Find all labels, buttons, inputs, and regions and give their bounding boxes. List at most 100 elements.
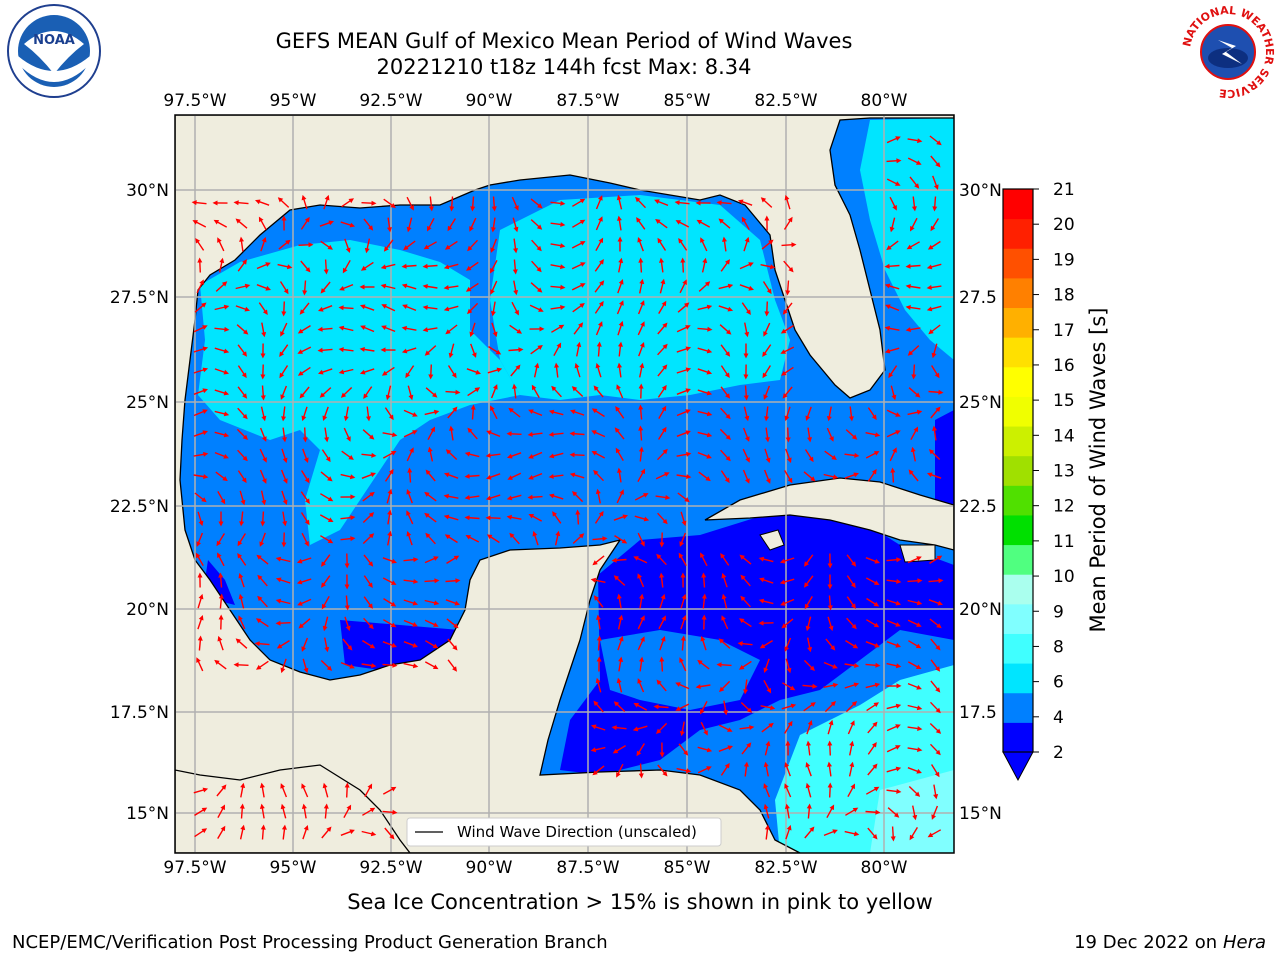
wind-wave-arrowhead (201, 497, 207, 503)
wind-wave-arrowhead (935, 666, 941, 672)
colorbar-tick-label: 8 (1053, 637, 1064, 657)
wind-wave-arrowhead (896, 158, 902, 164)
wind-wave-arrowhead (927, 832, 934, 838)
wind-wave-arrowhead (325, 456, 331, 463)
wind-wave-arrowhead (931, 352, 937, 359)
wind-wave-arrowhead (387, 227, 392, 233)
wind-wave-arrowhead (827, 584, 833, 590)
wind-wave-arrowhead (745, 436, 750, 442)
lat-label-right: 20°N (959, 600, 1002, 620)
wind-wave-arrowhead (763, 331, 768, 337)
wind-wave-arrowhead (217, 635, 223, 642)
wind-wave-arrowhead (602, 536, 608, 542)
wind-wave-arrowhead (212, 200, 218, 206)
wind-wave-arrowhead (276, 643, 283, 649)
wind-wave-arrowhead (635, 196, 641, 203)
wind-wave-arrowhead (467, 245, 473, 252)
wind-wave-arrowhead (738, 664, 745, 670)
wind-wave-arrowhead (895, 663, 902, 669)
wind-wave-arrowhead (748, 285, 754, 291)
wind-wave-arrowhead (368, 225, 374, 231)
wind-wave-arrowhead (474, 387, 481, 393)
colorbar-cell (1003, 366, 1033, 397)
wind-wave-arrowhead (260, 521, 266, 527)
wind-wave-arrowhead (622, 514, 628, 520)
wind-wave-arrowhead (873, 580, 880, 585)
colorbar-cell (1003, 426, 1033, 457)
wind-wave-arrowhead (380, 347, 386, 353)
wind-wave-arrowhead (275, 620, 281, 626)
wind-wave-arrowhead (639, 362, 645, 369)
wind-wave-arrowhead (299, 309, 305, 315)
wind-wave-arrowhead (685, 388, 691, 394)
wind-wave-arrowhead (831, 455, 837, 460)
wind-wave-arrowhead (452, 666, 457, 672)
wind-wave-arrowhead (914, 791, 921, 797)
wind-wave-arrowhead (235, 218, 241, 224)
wind-wave-arrowhead (350, 536, 356, 542)
wind-wave-arrowhead (725, 434, 731, 440)
wind-wave-arrowhead (301, 415, 307, 422)
wind-wave-arrowhead (912, 814, 918, 821)
wind-wave-arrowhead (895, 724, 901, 729)
wind-wave-arrowhead (763, 761, 769, 768)
wind-wave-arrowhead (638, 446, 644, 452)
wind-wave-arrowhead (927, 472, 933, 478)
wind-wave-arrowhead (827, 605, 833, 611)
lat-label-right: 17.5 (959, 703, 997, 723)
wind-wave-arrowhead (746, 309, 751, 315)
wind-wave-arrowhead (917, 726, 923, 731)
wind-wave-arrowhead (346, 804, 352, 811)
wind-wave-arrowhead (444, 534, 451, 540)
wind-wave-arrowhead (873, 451, 880, 456)
wind-wave-arrowhead (743, 374, 749, 380)
wind-wave-arrowhead (874, 642, 880, 648)
wind-wave-arrowhead (653, 704, 659, 710)
wind-wave-arrowhead (470, 404, 476, 410)
wind-wave-arrowhead (700, 237, 705, 243)
wind-wave-arrowhead (256, 554, 262, 560)
wind-wave-arrowhead (854, 663, 860, 668)
wind-wave-arrowhead (892, 205, 897, 211)
wind-wave-arrowhead (738, 199, 744, 205)
wind-wave-arrowhead (894, 812, 900, 818)
wind-wave-arrowhead (661, 615, 666, 621)
wind-wave-arrowhead (936, 623, 942, 629)
wind-wave-arrowhead (344, 563, 350, 569)
wind-wave-arrowhead (662, 771, 668, 777)
wind-wave-arrowhead (599, 259, 604, 265)
wind-wave-arrowhead (810, 702, 816, 707)
wind-wave-arrowhead (707, 326, 713, 332)
wind-wave-arrowhead (506, 495, 513, 501)
wind-wave-arrowhead (617, 236, 623, 242)
wind-wave-arrowhead (748, 262, 754, 267)
wind-wave-arrowhead (238, 593, 244, 600)
wind-wave-arrowhead (906, 244, 913, 250)
period-region-light-west (198, 240, 520, 545)
wind-wave-arrowhead (598, 195, 603, 201)
wind-wave-arrowhead (443, 306, 450, 312)
wind-wave-arrowhead (675, 220, 681, 225)
wind-wave-arrowhead (886, 245, 892, 251)
land-cuba (704, 477, 954, 551)
wind-wave-arrowhead (339, 286, 345, 291)
wind-wave-arrowhead (569, 431, 575, 437)
footer-host: Hera (1222, 932, 1266, 953)
wind-wave-arrowhead (935, 728, 942, 734)
wind-wave-arrowhead (618, 656, 624, 662)
wind-wave-arrowhead (260, 395, 266, 401)
wind-wave-arrowhead (303, 825, 309, 831)
wind-wave-arrowhead (259, 541, 265, 547)
wind-wave-arrowhead (895, 600, 902, 606)
wind-wave-arrowhead (809, 826, 815, 832)
wind-wave-arrowhead (695, 200, 701, 206)
wind-wave-arrowhead (298, 623, 304, 629)
wind-wave-arrowhead (402, 304, 408, 309)
wind-wave-arrowhead (408, 394, 414, 401)
wind-wave-arrowhead (412, 642, 418, 648)
wind-wave-arrowhead (785, 290, 791, 296)
wind-wave-arrowhead (220, 825, 226, 832)
wind-wave-arrowhead (720, 553, 726, 559)
wind-wave-arrowhead (744, 415, 750, 422)
period-region-dark-yucatan-channel (560, 510, 954, 775)
